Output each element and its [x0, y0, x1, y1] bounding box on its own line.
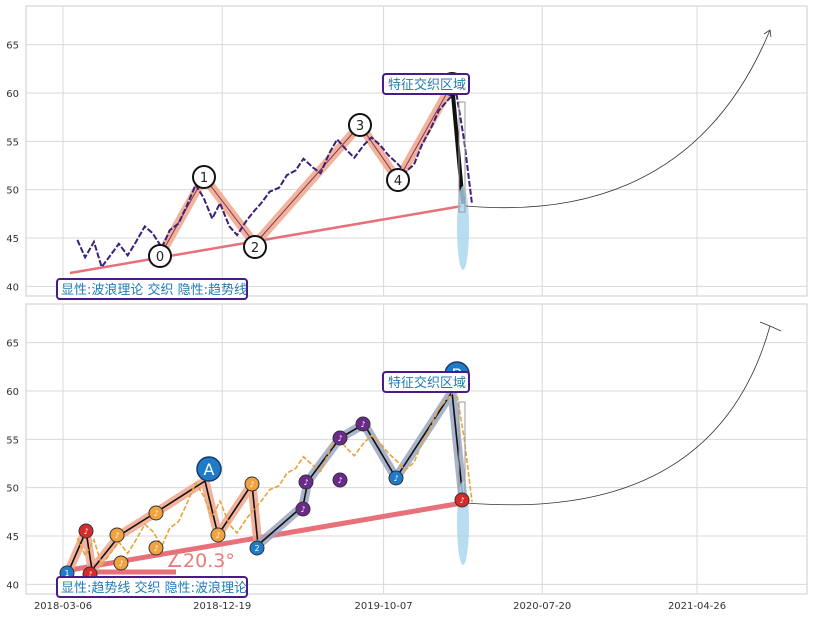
top-wave-label-0: 0	[156, 250, 164, 265]
bottom-note-marker-label: ♪	[337, 434, 342, 443]
top-wave-label-4: 4	[394, 174, 402, 189]
top-wave-marker-2	[243, 235, 267, 259]
top-wave-marker-3	[348, 113, 372, 137]
bottom-y-tick-label: 50	[6, 484, 19, 495]
top-wave-marker-0	[148, 244, 172, 268]
bottom-note-marker-label: ♪	[360, 420, 365, 429]
bottom-x-axis: 2018-03-06 2018-12-19 2019-10-07 2020-07-20…	[34, 601, 726, 612]
top-y-tick-label: 55	[6, 137, 19, 148]
bottom-note-marker	[148, 505, 164, 521]
x-tick-label: 2018-03-06	[34, 601, 92, 612]
bottom-note-marker-label: 1	[64, 569, 69, 578]
top-feature-box: 特征交织区域	[382, 73, 470, 95]
bottom-panel: 40 45 50 55 60 65 2018-03-06 2018-12-19 2019-10…	[6, 303, 808, 612]
bottom-note-marker-label: ♪	[337, 476, 342, 485]
top-plot-area: 012345	[69, 29, 772, 275]
bottom-note-marker-label: ♪	[393, 474, 398, 483]
top-wave-marker-1	[192, 165, 216, 189]
top-legend-box: 显性:波浪理论 交织 隐性:趋势线	[56, 278, 248, 300]
bottom-note-marker-label: ♪	[303, 478, 308, 487]
bottom-note-marker-label: ♪	[87, 570, 92, 579]
bottom-note-marker-label: ♪	[459, 496, 464, 505]
bottom-note-marker-label: ♪	[153, 544, 158, 553]
x-tick-label: 2020-07-20	[513, 601, 571, 612]
top-forecast-band	[457, 186, 469, 270]
x-tick-label: 2018-12-19	[193, 601, 251, 612]
bottom-y-tick-label: 65	[6, 339, 19, 350]
bottom-legend-box-text: 显性:趋势线 交织 隐性:波浪理论	[61, 580, 247, 596]
bottom-price-line	[76, 387, 473, 567]
bottom-note-marker-label: 2	[254, 544, 259, 553]
top-y-tick-label: 40	[6, 282, 19, 293]
top-wave-label-1: 1	[200, 171, 208, 186]
bottom-legend-box: 显性:趋势线 交织 隐性:波浪理论	[56, 576, 248, 598]
bottom-y-tick-label: 45	[6, 532, 19, 543]
bottom-note-marker	[249, 540, 265, 556]
top-y-tick-label: 60	[6, 89, 19, 100]
top-legend-box-text: 显性:波浪理论 交织 隐性:趋势线	[61, 282, 247, 298]
bottom-note-marker	[295, 501, 311, 517]
bottom-note-marker	[454, 492, 470, 508]
x-tick-label: 2021-04-26	[668, 601, 726, 612]
top-projection-curve	[465, 29, 771, 209]
bottom-y-tick-label: 55	[6, 435, 19, 446]
bottom-note-marker	[210, 527, 226, 543]
top-decline-segment	[450, 83, 465, 205]
top-feature-box-frame	[382, 73, 470, 95]
top-forecast-bracket	[458, 101, 466, 213]
bottom-note-marker-label: ♪	[249, 480, 254, 489]
bottom-y-tick-label: 40	[6, 580, 19, 591]
x-tick-label: 2019-10-07	[355, 601, 413, 612]
top-plot-frame	[25, 5, 808, 297]
bottom-projection-curve	[465, 325, 771, 506]
bottom-plot-area: 1♪♪♪♪♪♪♪♪♪2♪♪♪♪♪♪AB	[59, 321, 782, 582]
bottom-feature-box-text: 特征交织区域	[388, 375, 466, 391]
bottom-note-marker-label: ♪	[215, 531, 220, 540]
top-panel: 40 45 50 55 60 65 0 1 2 3 45 特征交织区域 显性:波浪理论 交织 隐性…	[6, 5, 808, 300]
top-y-axis: 40 45 50 55 60 65	[6, 41, 19, 294]
bottom-note-marker	[355, 416, 371, 432]
angle-label: ∠20.3°	[166, 550, 235, 572]
bottom-note-marker-label: ♪	[118, 559, 123, 568]
bottom-note-marker	[244, 476, 260, 492]
top-y-tick-label: 45	[6, 234, 19, 245]
bottom-note-marker-label: ♪	[300, 505, 305, 514]
top-feature-box-text: 特征交织区域	[388, 77, 466, 93]
bottom-point-label-A: A	[204, 460, 215, 479]
bottom-y-tick-label: 60	[6, 387, 19, 398]
top-wave-label-3: 3	[356, 119, 364, 134]
top-legend-box-frame	[56, 278, 248, 300]
top-y-tick-label: 50	[6, 186, 19, 197]
bottom-note-marker	[298, 474, 314, 490]
top-trend-line	[69, 204, 463, 275]
bottom-projection-arrow	[759, 321, 782, 332]
top-projection-arrow	[763, 29, 772, 38]
bottom-feature-box-frame	[382, 371, 470, 393]
top-wave-label-2: 2	[251, 241, 259, 256]
bottom-note-marker	[148, 540, 164, 556]
bottom-feature-box: 特征交织区域	[382, 371, 470, 393]
bottom-note-marker-label: ♪	[153, 509, 158, 518]
top-wave-marker-4	[386, 168, 410, 192]
bottom-note-marker	[109, 527, 125, 543]
top-price-line	[76, 88, 474, 270]
bottom-note-marker	[388, 470, 404, 486]
bottom-point-marker-A	[196, 456, 222, 482]
bottom-note-marker	[78, 523, 94, 539]
bottom-note-marker	[332, 472, 348, 488]
bottom-note-marker	[113, 555, 129, 571]
top-wave-line	[159, 83, 453, 257]
bottom-note-marker	[332, 430, 348, 446]
top-y-tick-label: 65	[6, 41, 19, 52]
top-grid	[26, 6, 807, 296]
bottom-note-marker-label: ♪	[83, 527, 88, 536]
bottom-note-marker-label: ♪	[114, 531, 119, 540]
bottom-y-axis: 40 45 50 55 60 65	[6, 339, 19, 592]
bottom-legend-box-frame	[56, 576, 248, 598]
bottom-plot-frame	[25, 303, 808, 595]
